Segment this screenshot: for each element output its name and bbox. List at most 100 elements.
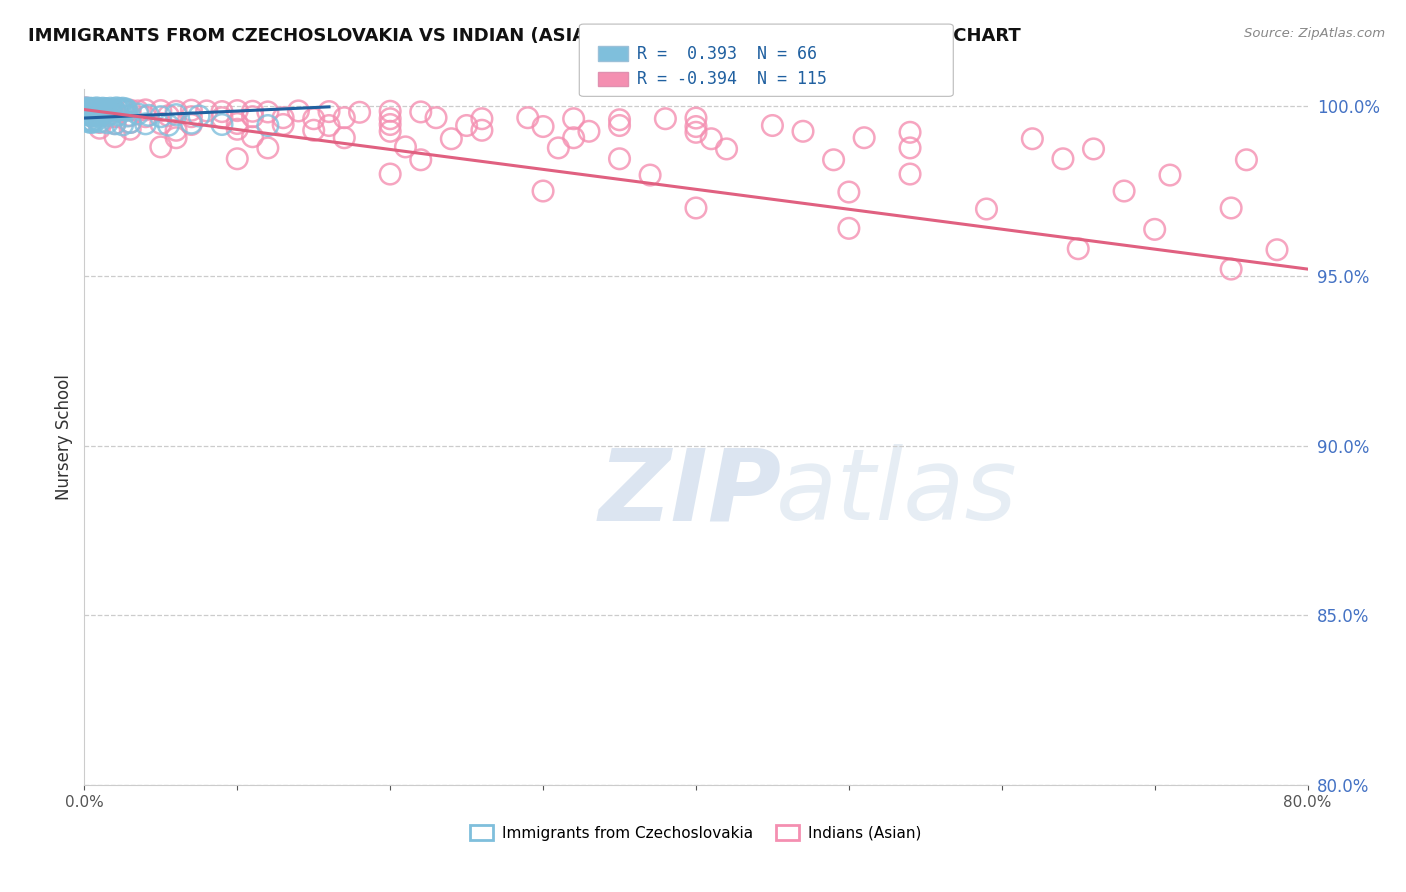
Point <box>76 108 98 122</box>
Point <box>456 119 478 133</box>
Point <box>79 115 101 129</box>
Point <box>425 111 447 125</box>
Point <box>87 103 110 117</box>
Point <box>111 103 134 117</box>
Point <box>898 167 921 181</box>
Point <box>1021 132 1043 146</box>
Point <box>1052 152 1074 166</box>
Point <box>94 102 117 116</box>
Point <box>409 104 432 119</box>
Point <box>98 101 121 115</box>
Point <box>84 103 107 117</box>
Point <box>76 102 98 116</box>
Point <box>87 102 110 116</box>
Point <box>226 152 249 166</box>
Point <box>578 124 600 138</box>
Point <box>394 140 416 154</box>
Point <box>96 109 118 123</box>
Text: atlas: atlas <box>776 444 1017 541</box>
Legend: Immigrants from Czechoslovakia, Indians (Asian): Immigrants from Czechoslovakia, Indians … <box>464 819 928 847</box>
Point <box>685 201 707 215</box>
Point <box>638 168 661 182</box>
Point <box>165 130 187 145</box>
Point <box>120 115 142 129</box>
Point <box>302 123 325 137</box>
Point <box>165 104 187 119</box>
Point <box>90 103 112 117</box>
Point <box>77 102 100 116</box>
Point <box>1220 262 1243 277</box>
Point <box>654 112 676 126</box>
Point <box>104 117 127 131</box>
Point <box>333 111 356 125</box>
Point <box>380 118 402 132</box>
Point <box>127 107 149 121</box>
Point <box>531 120 554 134</box>
Point <box>87 107 110 121</box>
Point <box>1083 142 1105 156</box>
Point <box>380 112 402 126</box>
Point <box>792 124 814 138</box>
Point <box>302 112 325 126</box>
Point <box>242 104 264 119</box>
Point <box>547 141 569 155</box>
Point <box>685 111 707 125</box>
Point <box>562 112 585 126</box>
Point <box>471 112 494 126</box>
Point <box>823 153 845 167</box>
Text: Source: ZipAtlas.com: Source: ZipAtlas.com <box>1244 27 1385 40</box>
Point <box>77 113 100 128</box>
Point <box>77 103 100 118</box>
Point <box>1220 201 1243 215</box>
Point <box>976 202 998 216</box>
Point <box>80 114 103 128</box>
Point <box>86 108 108 122</box>
Point <box>1067 242 1090 256</box>
Point <box>97 103 120 118</box>
Point <box>76 114 98 128</box>
Point <box>114 102 136 116</box>
Point <box>80 109 103 123</box>
Point <box>90 103 112 118</box>
Point <box>180 116 202 130</box>
Point <box>531 184 554 198</box>
Point <box>98 103 121 117</box>
Point <box>271 118 294 132</box>
Point <box>165 123 187 137</box>
Point <box>120 103 142 118</box>
Point <box>761 119 783 133</box>
Point <box>120 122 142 136</box>
Point <box>318 104 340 119</box>
Point <box>157 109 180 123</box>
Point <box>138 108 160 122</box>
Point <box>89 109 111 123</box>
Point <box>91 108 114 122</box>
Point <box>93 102 115 116</box>
Point <box>685 120 707 134</box>
Point <box>149 103 172 118</box>
Point <box>83 108 105 122</box>
Point <box>271 111 294 125</box>
Point <box>716 142 738 156</box>
Point <box>89 115 111 129</box>
Point <box>89 121 111 136</box>
Point <box>96 102 118 116</box>
Point <box>96 103 118 117</box>
Point <box>349 105 371 120</box>
Point <box>75 106 97 120</box>
Point <box>93 103 115 118</box>
Point <box>380 124 402 138</box>
Point <box>80 102 103 116</box>
Point <box>700 132 723 146</box>
Point <box>110 103 132 117</box>
Point <box>135 110 157 124</box>
Point <box>83 102 105 116</box>
Point <box>195 103 218 118</box>
Point <box>562 130 585 145</box>
Point <box>77 108 100 122</box>
Point <box>440 132 463 146</box>
Point <box>188 109 211 123</box>
Point <box>226 103 249 118</box>
Point <box>79 109 101 123</box>
Point <box>226 122 249 136</box>
